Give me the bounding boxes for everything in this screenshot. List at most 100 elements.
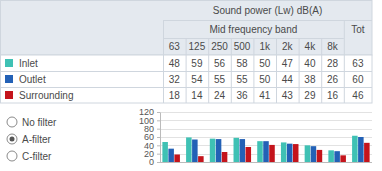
tick-mark — [157, 120, 160, 121]
table-cell: 60 — [352, 74, 364, 85]
radio-selected[interactable] — [10, 137, 15, 142]
row-label: Surrounding — [19, 90, 73, 101]
bar — [269, 145, 275, 162]
table-line — [299, 38, 300, 103]
bar — [216, 139, 222, 162]
tick-mark — [157, 129, 160, 130]
column-header: 2k — [282, 41, 294, 52]
table-cell: 14 — [191, 90, 203, 101]
bar — [305, 145, 311, 162]
tick-mark — [157, 112, 160, 113]
table-cell: 36 — [237, 90, 249, 101]
table-cell: 54 — [191, 74, 203, 85]
table-line — [231, 38, 232, 103]
grid-line — [160, 112, 372, 113]
row-label: Outlet — [19, 74, 46, 85]
radio-label[interactable]: A-filter — [22, 134, 52, 145]
bar — [358, 137, 364, 162]
radio-button[interactable] — [7, 134, 17, 144]
table: Sound power (Lw) dB(A)Mid frequency band… — [0, 1, 372, 104]
bar — [340, 155, 346, 162]
table-line — [208, 38, 209, 103]
column-header: 63 — [169, 41, 181, 52]
table-cell: 47 — [282, 58, 294, 69]
legend-swatch — [5, 59, 13, 67]
column-header: 125 — [189, 41, 206, 52]
chart: 020406080100120 — [139, 107, 372, 167]
bar — [352, 136, 358, 162]
axis-line — [160, 113, 161, 163]
bar — [186, 137, 192, 162]
table-line — [344, 20, 345, 103]
bar — [162, 142, 168, 162]
grid-line — [160, 162, 372, 163]
radio-button[interactable] — [7, 117, 17, 127]
table-cell: 59 — [191, 58, 203, 69]
bar-series — [174, 143, 369, 162]
table-line — [0, 71, 372, 72]
bar — [174, 155, 180, 163]
y-axis: 020406080100120 — [139, 107, 161, 167]
radio-label[interactable]: No filter — [22, 117, 57, 128]
bars — [162, 136, 369, 162]
table-cell: 58 — [237, 58, 249, 69]
bar — [334, 151, 340, 162]
table-cell: 28 — [327, 58, 339, 69]
table-cell: 32 — [169, 74, 181, 85]
table-subtitle: Mid frequency band — [209, 24, 297, 35]
bar — [234, 138, 240, 162]
bar — [281, 142, 287, 162]
column-header: 8k — [327, 41, 339, 52]
tick-mark — [157, 154, 160, 155]
legend-swatch — [5, 91, 13, 99]
radio-label[interactable]: C-filter — [22, 151, 52, 162]
table-line — [0, 87, 372, 88]
filter-group: No filter A-filter C-filter — [7, 117, 57, 162]
radio-option[interactable]: C-filter — [7, 151, 52, 162]
table-cell: 38 — [304, 74, 316, 85]
table-line — [253, 38, 254, 103]
table-cell: 40 — [304, 58, 316, 69]
table-cell: 43 — [282, 90, 294, 101]
column-header: 500 — [234, 41, 251, 52]
grid-line — [160, 137, 372, 138]
table-cell: 44 — [282, 74, 294, 85]
column-header: 250 — [211, 41, 228, 52]
table-cell: 46 — [352, 90, 364, 101]
column-header: 4k — [305, 41, 317, 52]
bar — [240, 139, 246, 162]
bar — [317, 150, 323, 162]
bar — [198, 156, 204, 162]
table-cell: 41 — [259, 90, 271, 101]
bar — [311, 146, 317, 162]
radio-option[interactable]: A-filter — [7, 134, 52, 145]
table-cell: 26 — [327, 74, 339, 85]
bar-series — [162, 136, 357, 162]
table-cell: 63 — [352, 58, 364, 69]
tick-mark — [157, 145, 160, 146]
table-cell: 50 — [259, 58, 271, 69]
bar — [364, 143, 370, 162]
radio-option[interactable]: No filter — [7, 117, 57, 128]
table-cell: 55 — [237, 74, 249, 85]
bar — [222, 152, 228, 162]
bar — [293, 144, 299, 162]
bar — [263, 141, 269, 162]
table-cell: 24 — [214, 90, 226, 101]
table-cell: 50 — [259, 74, 271, 85]
table-line — [186, 38, 187, 103]
bar — [210, 139, 216, 162]
table-cell: 16 — [327, 90, 339, 101]
table-cell: 56 — [214, 58, 226, 69]
bar — [246, 147, 252, 162]
table-cell: 55 — [214, 74, 226, 85]
radio-button[interactable] — [7, 151, 17, 161]
bar — [257, 141, 263, 162]
grid-line — [160, 129, 372, 130]
tick-mark — [157, 162, 160, 163]
bar — [287, 144, 293, 162]
column-header: Tot — [351, 24, 365, 35]
table-line — [321, 38, 322, 103]
table-cell: 18 — [169, 90, 181, 101]
legend-swatch — [5, 75, 13, 83]
